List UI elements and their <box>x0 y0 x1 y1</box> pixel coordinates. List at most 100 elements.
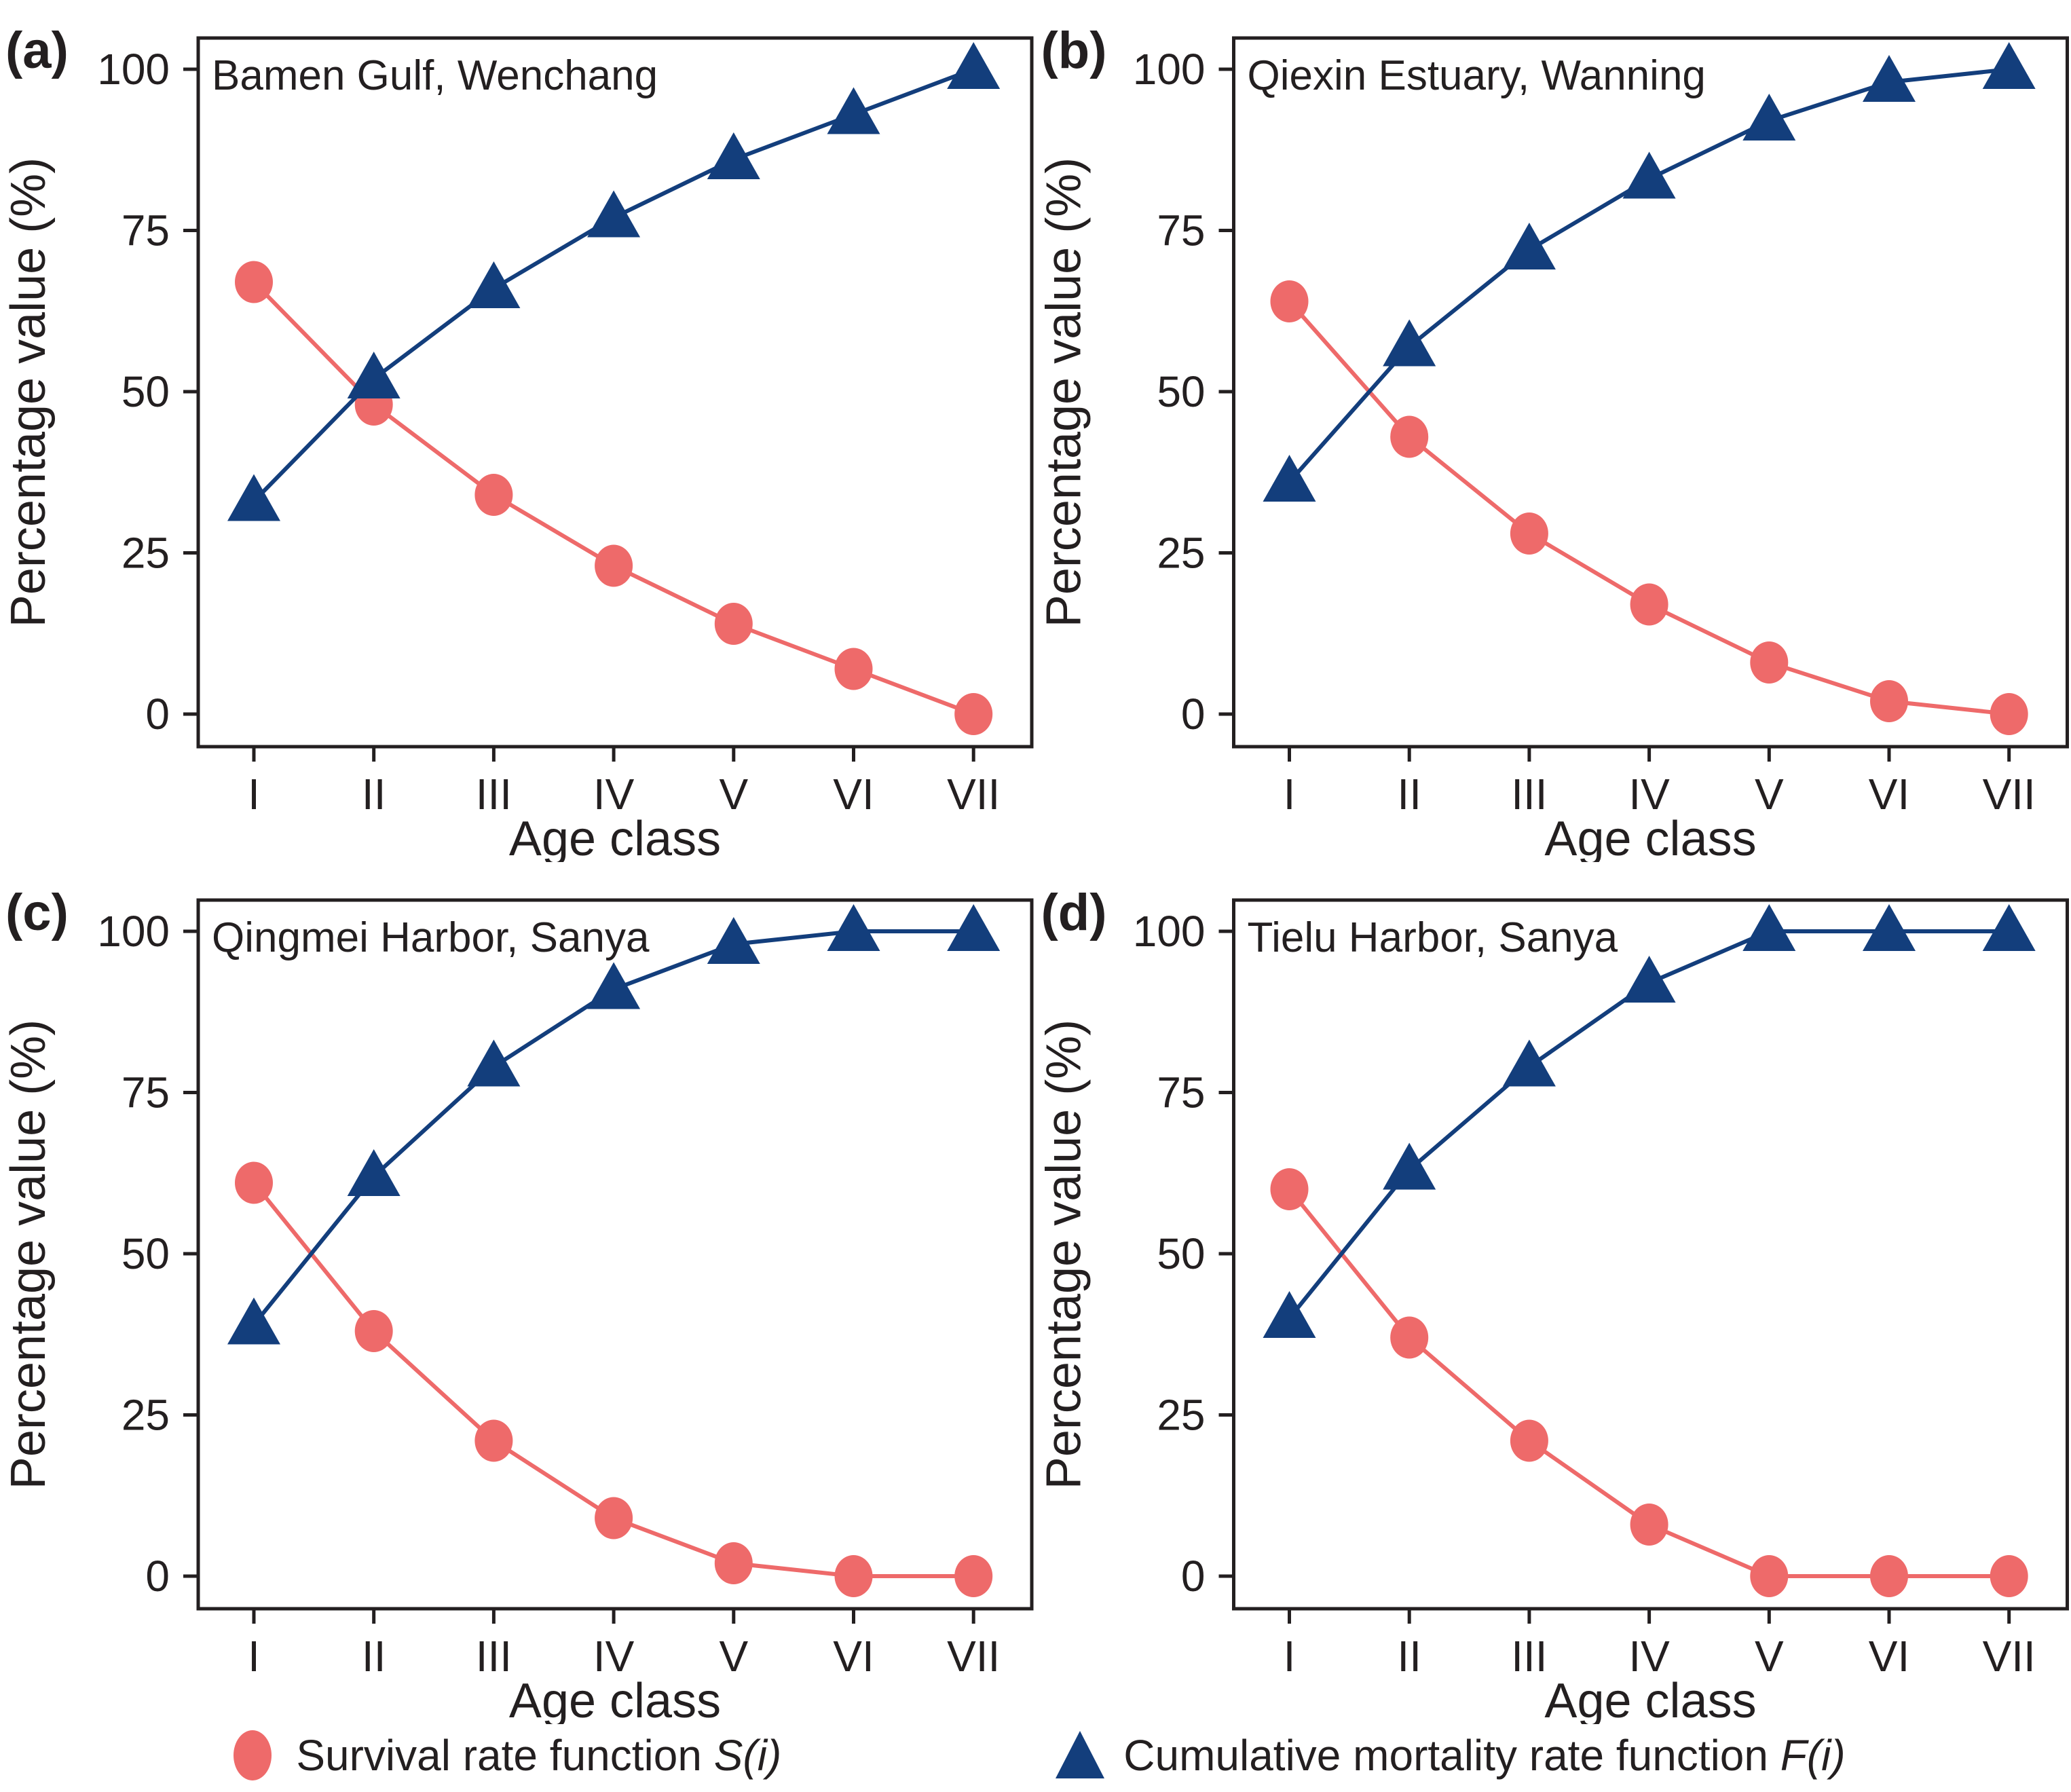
x-tick-label: VI <box>1869 1632 1909 1681</box>
plot-border <box>1232 898 2069 1611</box>
y-tick-label: 0 <box>1181 690 1206 739</box>
data-point-circle <box>954 693 993 735</box>
y-tick-label: 100 <box>97 45 170 94</box>
x-tick-label: I <box>248 1632 260 1681</box>
data-point-circle <box>1390 415 1429 458</box>
data-point-circle <box>1870 1555 1908 1597</box>
data-point-triangle <box>1742 94 1796 141</box>
x-tick-label: VII <box>947 770 1000 819</box>
data-point-circle <box>1990 693 2028 735</box>
data-point-circle <box>235 1161 273 1204</box>
plot-border <box>196 36 1034 749</box>
data-point-triangle <box>707 132 760 179</box>
data-point-circle <box>1990 1555 2028 1597</box>
panel-c: (c) Qingmei Harbor, Sanya 0 25 50 75 100 I II III… <box>0 862 1035 1724</box>
data-point-circle <box>474 474 513 516</box>
x-tick-label: III <box>476 770 512 819</box>
data-point-circle <box>714 1542 753 1584</box>
y-axis-title: Percentage value (%) <box>1037 157 1092 627</box>
x-tick-label: V <box>1755 770 1784 819</box>
x-tick-label: II <box>362 1632 386 1681</box>
data-point-triangle <box>827 87 880 134</box>
y-tick-label: 0 <box>145 1552 170 1601</box>
data-point-triangle <box>347 352 400 398</box>
legend-triangle-glyph <box>1056 1731 1105 1778</box>
x-tick-label: IV <box>593 770 635 819</box>
x-tick-label: IV <box>1628 1632 1670 1681</box>
y-tick-label: 25 <box>122 529 170 578</box>
legend-item-survival: Survival rate function S(i) <box>225 1727 781 1784</box>
legend-text: Cumulative mortality rate function <box>1123 1731 1780 1780</box>
panel-b: (b) Qiexin Estuary, Wanning 0 25 50 75 100 I II I… <box>1035 0 2071 862</box>
x-axis-title: Age class <box>509 1674 721 1724</box>
data-point-circle <box>595 544 633 587</box>
y-tick-label: 100 <box>1133 45 1206 94</box>
x-tick-label: III <box>1511 1632 1547 1681</box>
data-point-circle <box>834 1555 873 1597</box>
x-tick-label: VI <box>1869 770 1909 819</box>
y-tick-label: 75 <box>122 206 170 255</box>
panel-title: Bamen Gulf, Wenchang <box>212 52 658 99</box>
x-tick-label: VII <box>1983 1632 2036 1681</box>
y-tick-label: 50 <box>122 1229 170 1278</box>
data-point-circle <box>1870 680 1908 722</box>
data-point-triangle <box>707 917 760 964</box>
x-tick-label: I <box>1284 1632 1296 1681</box>
x-tick-label: II <box>1397 770 1421 819</box>
x-tick-label: VII <box>1983 770 2036 819</box>
panel-label: (a) <box>5 22 69 79</box>
data-point-triangle <box>1263 455 1316 502</box>
x-axis-title: Age class <box>509 812 721 862</box>
data-point-triangle <box>947 42 1001 89</box>
panel-label: (b) <box>1041 22 1107 79</box>
y-tick-label: 100 <box>97 907 170 956</box>
data-point-circle <box>235 261 273 303</box>
data-point-triangle <box>1383 319 1436 367</box>
panel-label: (c) <box>5 884 69 941</box>
x-axis-title: Age class <box>1544 1674 1756 1724</box>
data-point-circle <box>474 1419 513 1462</box>
data-point-triangle <box>1863 904 1916 951</box>
data-point-triangle <box>467 261 521 308</box>
data-point-circle <box>1510 512 1548 555</box>
x-axis-title: Age class <box>1544 812 1756 862</box>
data-point-circle <box>1270 280 1309 322</box>
data-point-circle <box>714 603 753 645</box>
y-tick-label: 0 <box>1181 1552 1206 1601</box>
x-tick-label: IV <box>593 1632 635 1681</box>
x-tick-label: III <box>476 1632 512 1681</box>
data-point-triangle <box>467 1039 521 1087</box>
data-point-triangle <box>1742 904 1796 951</box>
legend-math: F(i) <box>1780 1731 1846 1780</box>
panel-d: (d) Tielu Harbor, Sanya 0 25 50 75 100 I II III IV… <box>1035 862 2071 1724</box>
triangle-marker-icon <box>1056 1731 1105 1778</box>
y-tick-label: 75 <box>122 1068 170 1117</box>
data-point-circle <box>1630 1504 1668 1546</box>
panel-title: Tielu Harbor, Sanya <box>1248 914 1618 961</box>
plot-border <box>1232 36 2069 749</box>
data-point-triangle <box>1502 223 1556 269</box>
circle-marker-icon <box>234 1730 272 1780</box>
x-tick-label: I <box>1284 770 1296 819</box>
data-point-triangle <box>827 904 880 951</box>
legend: Survival rate function S(i) Cumulative m… <box>0 1724 2071 1792</box>
legend-label-mortality: Cumulative mortality rate function F(i) <box>1123 1730 1845 1780</box>
data-point-circle <box>1390 1316 1429 1359</box>
data-point-triangle <box>1982 42 2036 89</box>
x-tick-label: V <box>1755 1632 1784 1681</box>
y-axis-title: Percentage value (%) <box>1037 1020 1092 1489</box>
data-point-circle <box>954 1555 993 1597</box>
legend-item-mortality: Cumulative mortality rate function F(i) <box>1053 1727 1846 1784</box>
panel-title: Qiexin Estuary, Wanning <box>1248 52 1706 99</box>
data-point-triangle <box>227 474 280 521</box>
y-tick-label: 25 <box>1157 1391 1205 1440</box>
series-line-F <box>1288 67 2010 483</box>
data-point-triangle <box>1502 1039 1556 1087</box>
panel-title: Qingmei Harbor, Sanya <box>212 914 650 961</box>
panel-label: (d) <box>1041 884 1107 941</box>
x-tick-label: VI <box>833 1632 874 1681</box>
legend-math: S(i) <box>713 1731 782 1780</box>
data-point-triangle <box>347 1149 400 1196</box>
y-tick-label: 50 <box>122 367 170 416</box>
